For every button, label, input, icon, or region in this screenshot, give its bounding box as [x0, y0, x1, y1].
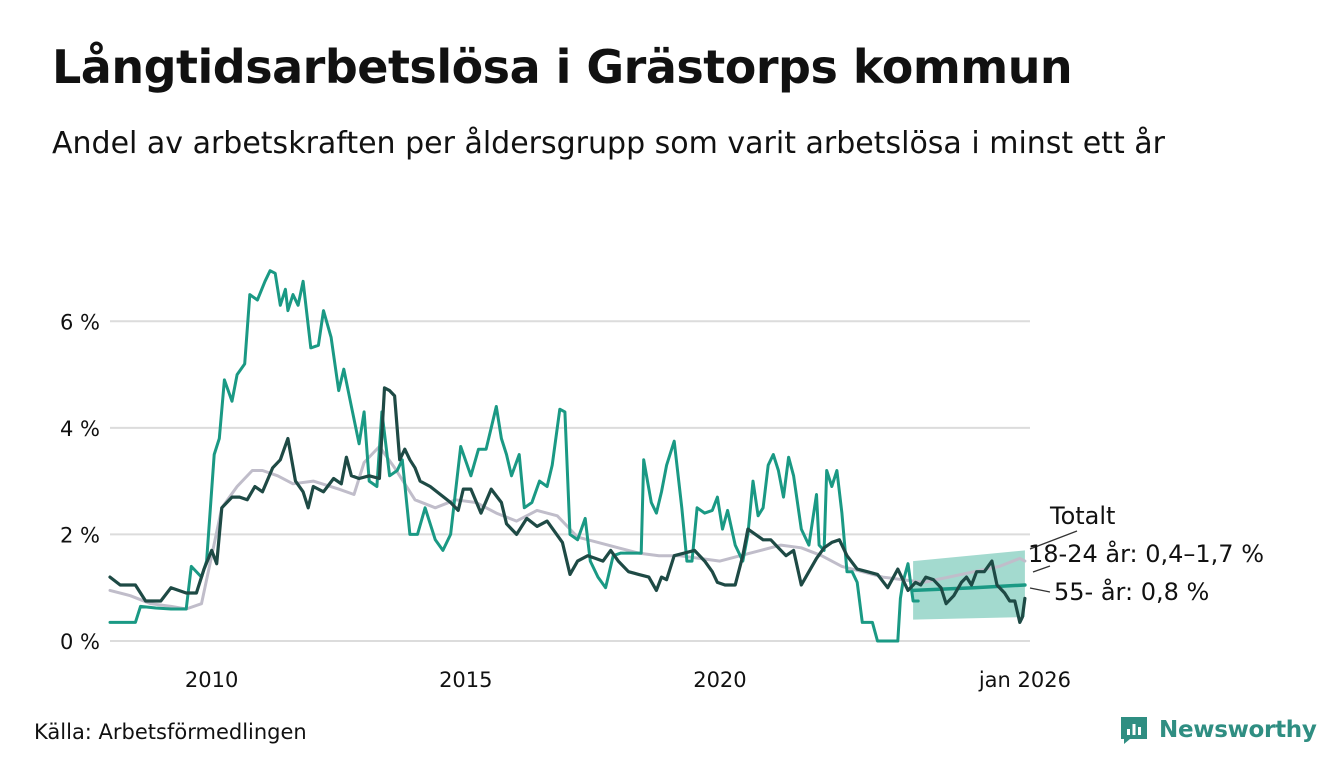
y-tick-label: 2 % [60, 523, 100, 547]
y-tick-label: 6 % [60, 310, 100, 334]
label-senior-leader [1029, 587, 1051, 593]
x-tick-label: jan 2026 [978, 668, 1071, 692]
label-youth: 18-24 år: 0,4–1,7 % [1028, 539, 1264, 568]
brand-logo: Newsworthy [1118, 714, 1317, 746]
senior-line [108, 386, 1027, 624]
y-axis-ticks: 0 % 2 % 4 % 6 % [60, 310, 100, 654]
x-axis-ticks: 2010 2015 2020 jan 2026 [185, 668, 1071, 692]
brand-name: Newsworthy [1159, 717, 1317, 743]
chart-subtitle: Andel av arbetskraften per åldersgrupp s… [52, 126, 1165, 161]
newsworthy-logo-icon [1121, 717, 1147, 744]
y-tick-label: 4 % [60, 417, 100, 441]
label-total: Totalt [1049, 502, 1115, 530]
x-tick-label: 2010 [185, 668, 238, 692]
source-note: Källa: Arbetsförmedlingen [34, 720, 307, 744]
series-lines [108, 269, 1027, 643]
label-senior: 55- år: 0,8 % [1054, 577, 1209, 606]
chart-title: Långtidsarbetslösa i Grästorps kommun [52, 40, 1073, 94]
x-tick-label: 2020 [693, 668, 746, 692]
gridlines [110, 320, 1030, 642]
series-labels: Totalt 18-24 år: 0,4–1,7 % 55- år: 0,8 % [1028, 502, 1264, 606]
x-tick-label: 2015 [439, 668, 492, 692]
label-youth-leader [1032, 565, 1051, 573]
youth-trend-line [911, 583, 1027, 593]
youth-line [108, 269, 920, 643]
label-total-leader [1029, 530, 1078, 550]
y-tick-label: 0 % [60, 630, 100, 654]
